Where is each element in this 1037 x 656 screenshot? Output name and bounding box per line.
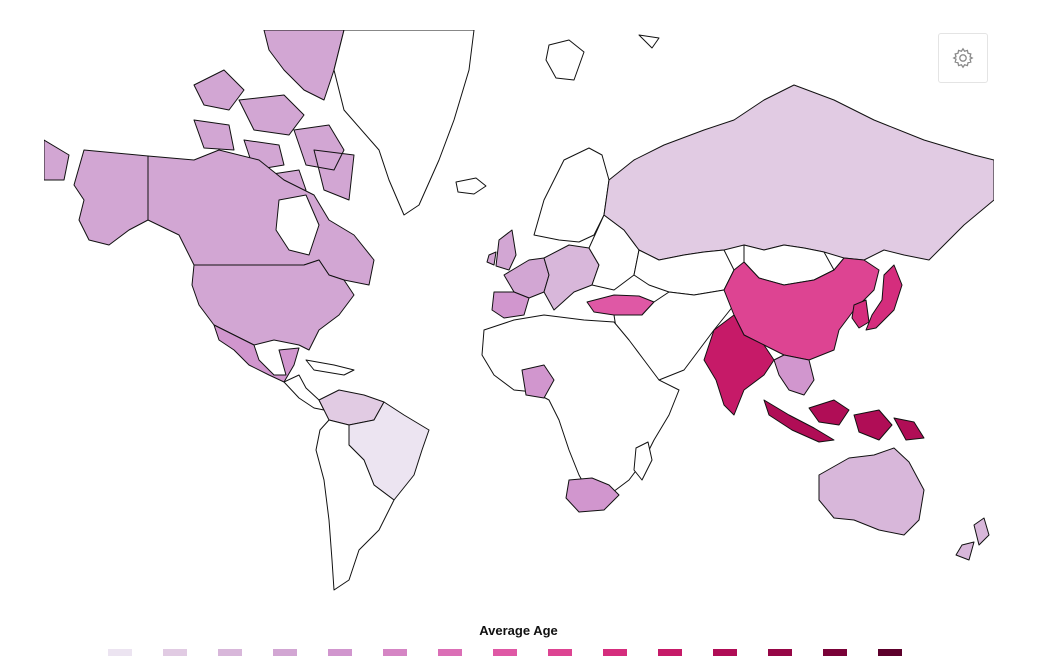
region-arctic-islands[interactable] <box>193 30 355 201</box>
region-alaska[interactable] <box>44 139 149 246</box>
region-south-africa[interactable] <box>565 477 620 513</box>
gear-icon <box>952 47 974 69</box>
legend-swatch <box>548 649 572 656</box>
region-turkey[interactable] <box>586 294 655 316</box>
legend-swatch <box>878 649 902 656</box>
settings-button[interactable] <box>938 33 988 83</box>
region-hudson-bay <box>275 194 320 256</box>
region-madagascar[interactable] <box>633 441 653 481</box>
legend-swatch <box>768 649 792 656</box>
color-legend <box>108 649 933 656</box>
region-svalbard[interactable] <box>545 34 660 81</box>
legend-swatch <box>438 649 462 656</box>
legend-swatch <box>273 649 297 656</box>
world-map <box>44 30 994 600</box>
legend-swatch <box>658 649 682 656</box>
region-indonesia[interactable] <box>763 399 925 443</box>
region-kazakhstan[interactable] <box>633 249 735 296</box>
region-india[interactable] <box>703 314 775 416</box>
region-china[interactable] <box>723 257 880 361</box>
legend-swatch <box>493 649 517 656</box>
region-southeast-asia[interactable] <box>773 354 815 396</box>
legend-swatch <box>603 649 627 656</box>
region-mexico[interactable] <box>213 324 300 383</box>
region-iceland[interactable] <box>455 177 487 195</box>
region-nigeria[interactable] <box>521 364 555 399</box>
region-australia[interactable] <box>818 447 925 536</box>
legend-swatch <box>383 649 407 656</box>
region-central-europe[interactable] <box>543 244 600 311</box>
legend-swatch <box>823 649 847 656</box>
region-uk[interactable] <box>486 229 517 271</box>
legend-swatch <box>163 649 187 656</box>
region-japan[interactable] <box>865 264 903 331</box>
region-greenland[interactable] <box>333 30 475 216</box>
region-canada[interactable] <box>147 149 375 286</box>
legend-title: Average Age <box>479 623 558 638</box>
region-spain[interactable] <box>491 291 530 319</box>
legend-swatch <box>328 649 352 656</box>
region-usa[interactable] <box>191 259 355 351</box>
legend-swatch <box>108 649 132 656</box>
region-south-america-rest[interactable] <box>315 419 395 591</box>
region-korea[interactable] <box>851 299 870 329</box>
region-new-zealand[interactable] <box>955 517 990 561</box>
legend-swatch <box>713 649 737 656</box>
world-map-svg <box>44 30 994 591</box>
region-russia[interactable] <box>603 84 994 261</box>
legend-swatch <box>218 649 242 656</box>
